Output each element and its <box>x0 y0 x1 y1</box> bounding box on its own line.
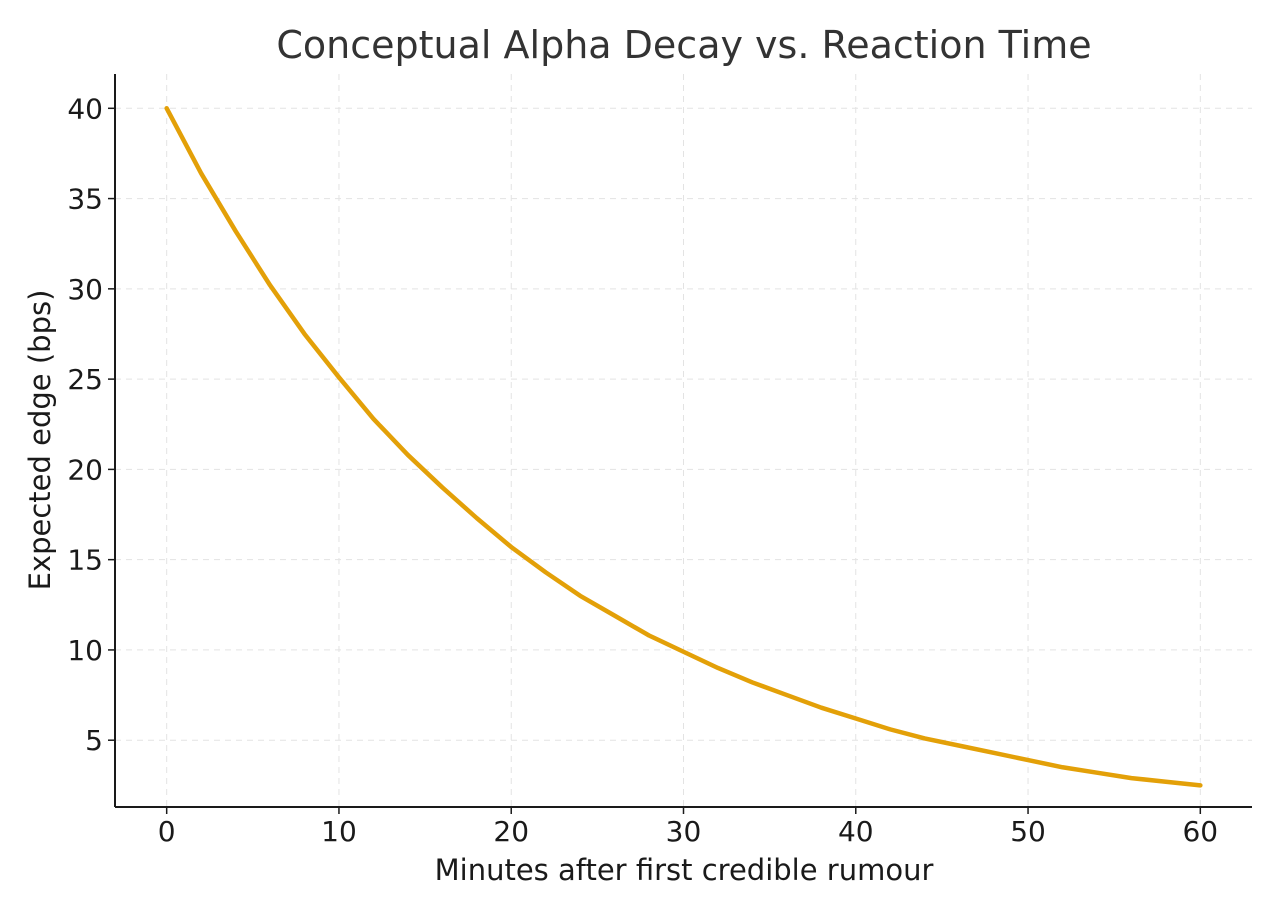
x-tick-label: 50 <box>1010 815 1046 848</box>
x-tick-label: 10 <box>321 815 357 848</box>
chart-title: Conceptual Alpha Decay vs. Reaction Time <box>276 23 1091 67</box>
y-tick-label: 5 <box>85 724 103 757</box>
series-layer <box>164 106 1203 788</box>
y-tick-label: 15 <box>67 544 103 577</box>
x-axis-label: Minutes after first credible rumour <box>435 853 934 887</box>
y-tick-label: 20 <box>67 453 103 486</box>
y-tick-label: 10 <box>67 634 103 667</box>
y-ticks: 5 10 15 20 25 30 35 40 <box>67 92 115 757</box>
y-axis-label: Expected edge (bps) <box>23 290 57 591</box>
y-tick-label: 30 <box>67 273 103 306</box>
y-tick-label: 25 <box>67 363 103 396</box>
x-tick-label: 40 <box>838 815 874 848</box>
x-tick-label: 60 <box>1182 815 1218 848</box>
series-line <box>164 106 1203 788</box>
grid <box>115 74 1252 807</box>
x-tick-label: 30 <box>666 815 702 848</box>
y-tick-label: 35 <box>67 183 103 216</box>
x-tick-label: 20 <box>493 815 529 848</box>
y-tick-label: 40 <box>67 92 103 125</box>
x-tick-label: 0 <box>158 815 176 848</box>
x-ticks: 0 10 20 30 40 50 60 <box>158 807 1218 848</box>
